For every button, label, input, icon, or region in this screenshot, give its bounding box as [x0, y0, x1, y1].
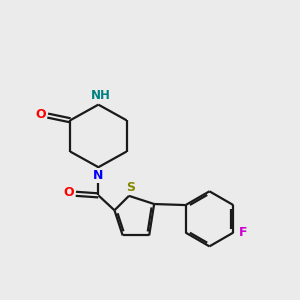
Text: N: N — [93, 169, 103, 182]
Text: S: S — [126, 181, 135, 194]
Text: O: O — [35, 108, 46, 121]
Text: F: F — [238, 226, 247, 239]
Text: O: O — [64, 186, 74, 199]
Text: NH: NH — [91, 89, 111, 102]
